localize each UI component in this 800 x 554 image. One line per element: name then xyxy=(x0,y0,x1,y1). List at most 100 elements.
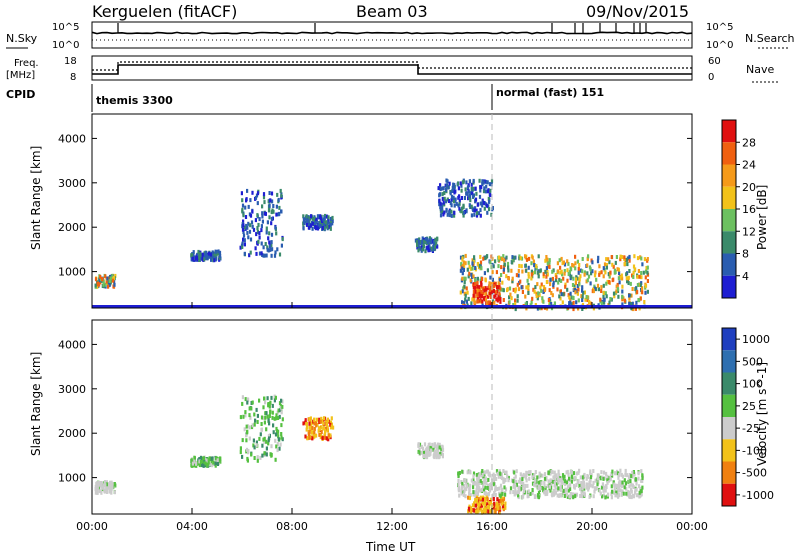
heatmap-cell xyxy=(562,260,565,265)
heatmap-cell xyxy=(606,480,609,485)
heatmap-cell xyxy=(248,425,251,430)
heatmap-cell xyxy=(278,205,281,210)
heatmap-cell xyxy=(630,487,633,492)
heatmap-cell xyxy=(331,221,334,226)
heatmap-cell xyxy=(506,474,509,479)
heatmap-cell xyxy=(591,269,594,274)
heatmap-cell xyxy=(478,294,481,299)
heatmap-cell xyxy=(623,255,626,260)
heatmap-cell xyxy=(492,497,495,501)
heatmap-cell xyxy=(486,180,489,185)
heatmap-cell xyxy=(420,245,423,250)
heatmap-cell xyxy=(491,277,494,282)
heatmap-cell xyxy=(434,237,437,242)
heatmap-cell xyxy=(558,258,561,263)
heatmap-cell xyxy=(278,252,282,257)
heatmap-cell xyxy=(519,256,522,261)
heatmap-cell xyxy=(646,257,649,261)
heatmap-cell xyxy=(476,482,479,487)
heatmap-cell xyxy=(566,278,569,283)
heatmap-cell xyxy=(327,218,330,223)
heatmap-cell xyxy=(473,212,476,217)
heatmap-cell xyxy=(248,436,251,441)
heatmap-cell xyxy=(433,450,436,455)
heatmap-cell xyxy=(578,263,581,267)
heatmap-cell xyxy=(277,408,280,413)
heatmap-cell xyxy=(494,290,498,295)
heatmap-cell xyxy=(264,211,267,216)
heatmap-cell xyxy=(568,295,571,300)
heatmap-cell xyxy=(558,277,561,282)
heatmap-cell xyxy=(582,491,586,496)
heatmap-cell xyxy=(281,437,284,442)
heatmap-cell xyxy=(467,296,470,301)
heatmap-cell xyxy=(600,301,603,306)
heatmap-cell xyxy=(500,265,503,270)
heatmap-cell xyxy=(473,297,476,302)
heatmap-cell xyxy=(313,216,316,221)
heatmap-cell xyxy=(428,236,431,241)
heatmap-cell xyxy=(632,470,635,474)
heatmap-cell xyxy=(617,475,620,480)
heatmap-cell xyxy=(548,260,551,265)
heatmap-cell xyxy=(489,260,492,265)
heatmap-cell xyxy=(319,433,323,437)
heatmap-cell xyxy=(641,476,644,480)
heatmap-cell xyxy=(201,252,204,257)
heatmap-cell xyxy=(586,485,589,490)
x-tick-label: 20:00 xyxy=(576,520,608,533)
heatmap-cell xyxy=(628,484,631,489)
heatmap-cell xyxy=(108,279,111,283)
heatmap-cell xyxy=(581,288,584,293)
heatmap-cell xyxy=(432,240,436,245)
heatmap-cell xyxy=(219,254,222,258)
heatmap-cell xyxy=(458,493,461,498)
heatmap-cell xyxy=(274,438,277,443)
heatmap-cell xyxy=(581,257,584,261)
heatmap-cell xyxy=(608,274,611,279)
heatmap-cell xyxy=(474,289,477,294)
heatmap-cell xyxy=(627,275,630,280)
y-tick-label: 1000 xyxy=(58,266,86,279)
heatmap-cell xyxy=(480,507,483,512)
heatmap-cell xyxy=(589,301,592,306)
heatmap-cell xyxy=(536,493,540,498)
heatmap-cell xyxy=(273,398,276,403)
heatmap-cell xyxy=(521,290,524,294)
heatmap-cell xyxy=(256,213,259,218)
heatmap-cell xyxy=(636,290,639,295)
heatmap-cell xyxy=(510,268,513,273)
heatmap-cell xyxy=(265,446,268,451)
noise-search-spikes xyxy=(92,23,692,41)
heatmap-cell xyxy=(576,259,579,264)
heatmap-cell xyxy=(463,291,466,296)
heatmap-cell xyxy=(641,473,644,478)
heatmap-cell xyxy=(484,491,487,496)
heatmap-cell xyxy=(439,201,442,206)
heatmap-cell xyxy=(266,220,269,225)
heatmap-cell xyxy=(600,285,603,290)
heatmap-cell xyxy=(475,485,478,490)
heatmap-cell xyxy=(471,266,474,271)
heatmap-cell xyxy=(460,491,463,496)
heatmap-cell xyxy=(487,204,490,209)
heatmap-cell xyxy=(94,487,97,492)
heatmap-cell xyxy=(644,275,647,280)
heatmap-cell xyxy=(476,280,479,285)
heatmap-cell xyxy=(323,216,326,221)
heatmap-cell xyxy=(502,288,505,293)
heatmap-cell xyxy=(328,221,331,226)
heatmap-cell xyxy=(424,237,427,241)
heatmap-cell xyxy=(421,236,424,241)
heatmap-cell xyxy=(505,255,508,260)
heatmap-cell xyxy=(582,483,585,488)
heatmap-cell xyxy=(524,263,527,268)
heatmap-cell xyxy=(636,283,639,287)
heatmap-cell xyxy=(608,260,611,265)
colorbar-swatch xyxy=(722,209,736,232)
heatmap-cell xyxy=(106,276,109,281)
heatmap-cell xyxy=(576,291,579,296)
heatmap-cell xyxy=(639,486,642,491)
